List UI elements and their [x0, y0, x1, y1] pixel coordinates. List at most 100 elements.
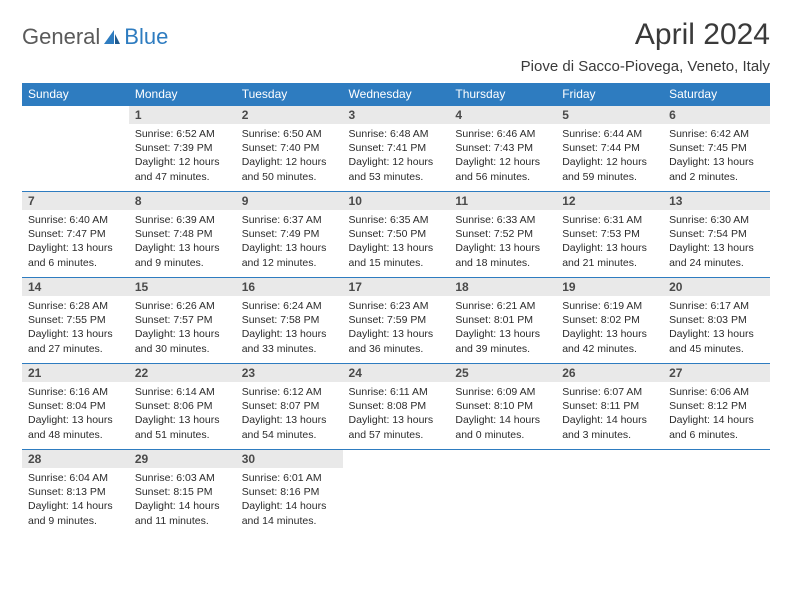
logo-sail-icon: [102, 28, 122, 46]
day-details: Sunrise: 6:01 AMSunset: 8:16 PMDaylight:…: [236, 468, 343, 534]
calendar-week-row: 14Sunrise: 6:28 AMSunset: 7:55 PMDayligh…: [22, 277, 770, 363]
day-number: 18: [449, 277, 556, 296]
day-number: 9: [236, 191, 343, 210]
calendar-cell: 12Sunrise: 6:31 AMSunset: 7:53 PMDayligh…: [556, 191, 663, 277]
calendar-cell: 9Sunrise: 6:37 AMSunset: 7:49 PMDaylight…: [236, 191, 343, 277]
day-number: 17: [343, 277, 450, 296]
day-number: 19: [556, 277, 663, 296]
weekday-header: Sunday: [22, 83, 129, 105]
day-number: [449, 449, 556, 468]
calendar-week-row: 1Sunrise: 6:52 AMSunset: 7:39 PMDaylight…: [22, 105, 770, 191]
day-number: 22: [129, 363, 236, 382]
day-details: Sunrise: 6:19 AMSunset: 8:02 PMDaylight:…: [556, 296, 663, 362]
calendar-cell: 2Sunrise: 6:50 AMSunset: 7:40 PMDaylight…: [236, 105, 343, 191]
day-details: Sunrise: 6:52 AMSunset: 7:39 PMDaylight:…: [129, 124, 236, 190]
day-number: 21: [22, 363, 129, 382]
calendar-table: SundayMondayTuesdayWednesdayThursdayFrid…: [22, 83, 770, 535]
day-number: 20: [663, 277, 770, 296]
calendar-cell: 14Sunrise: 6:28 AMSunset: 7:55 PMDayligh…: [22, 277, 129, 363]
calendar-cell: 11Sunrise: 6:33 AMSunset: 7:52 PMDayligh…: [449, 191, 556, 277]
day-number: 13: [663, 191, 770, 210]
calendar-week-row: 28Sunrise: 6:04 AMSunset: 8:13 PMDayligh…: [22, 449, 770, 535]
logo-text-general: General: [22, 24, 100, 50]
day-number: 26: [556, 363, 663, 382]
day-details: Sunrise: 6:11 AMSunset: 8:08 PMDaylight:…: [343, 382, 450, 448]
calendar-cell: 23Sunrise: 6:12 AMSunset: 8:07 PMDayligh…: [236, 363, 343, 449]
day-number: 12: [556, 191, 663, 210]
day-details: Sunrise: 6:28 AMSunset: 7:55 PMDaylight:…: [22, 296, 129, 362]
day-number: 24: [343, 363, 450, 382]
calendar-header-row: SundayMondayTuesdayWednesdayThursdayFrid…: [22, 83, 770, 105]
header: General Blue April 2024 Piove di Sacco-P…: [22, 18, 770, 75]
location: Piove di Sacco-Piovega, Veneto, Italy: [521, 58, 770, 75]
day-number: 16: [236, 277, 343, 296]
calendar-cell: [449, 449, 556, 535]
calendar-cell: 24Sunrise: 6:11 AMSunset: 8:08 PMDayligh…: [343, 363, 450, 449]
day-details: Sunrise: 6:33 AMSunset: 7:52 PMDaylight:…: [449, 210, 556, 276]
weekday-header: Tuesday: [236, 83, 343, 105]
day-details: Sunrise: 6:04 AMSunset: 8:13 PMDaylight:…: [22, 468, 129, 534]
calendar-week-row: 21Sunrise: 6:16 AMSunset: 8:04 PMDayligh…: [22, 363, 770, 449]
day-number: 6: [663, 105, 770, 124]
day-details: Sunrise: 6:12 AMSunset: 8:07 PMDaylight:…: [236, 382, 343, 448]
day-details: Sunrise: 6:23 AMSunset: 7:59 PMDaylight:…: [343, 296, 450, 362]
day-number: 25: [449, 363, 556, 382]
calendar-cell: 18Sunrise: 6:21 AMSunset: 8:01 PMDayligh…: [449, 277, 556, 363]
weekday-header: Friday: [556, 83, 663, 105]
day-number: [556, 449, 663, 468]
day-number: 30: [236, 449, 343, 468]
day-number: 10: [343, 191, 450, 210]
calendar-cell: 4Sunrise: 6:46 AMSunset: 7:43 PMDaylight…: [449, 105, 556, 191]
day-number: 7: [22, 191, 129, 210]
weekday-header: Saturday: [663, 83, 770, 105]
calendar-cell: 28Sunrise: 6:04 AMSunset: 8:13 PMDayligh…: [22, 449, 129, 535]
day-details: Sunrise: 6:44 AMSunset: 7:44 PMDaylight:…: [556, 124, 663, 190]
day-number: [663, 449, 770, 468]
month-title: April 2024: [521, 18, 770, 52]
calendar-cell: 20Sunrise: 6:17 AMSunset: 8:03 PMDayligh…: [663, 277, 770, 363]
weekday-header: Thursday: [449, 83, 556, 105]
day-details: Sunrise: 6:03 AMSunset: 8:15 PMDaylight:…: [129, 468, 236, 534]
day-details: Sunrise: 6:09 AMSunset: 8:10 PMDaylight:…: [449, 382, 556, 448]
calendar-cell: 27Sunrise: 6:06 AMSunset: 8:12 PMDayligh…: [663, 363, 770, 449]
day-details: Sunrise: 6:07 AMSunset: 8:11 PMDaylight:…: [556, 382, 663, 448]
day-details: Sunrise: 6:50 AMSunset: 7:40 PMDaylight:…: [236, 124, 343, 190]
calendar-cell: 5Sunrise: 6:44 AMSunset: 7:44 PMDaylight…: [556, 105, 663, 191]
day-number: 1: [129, 105, 236, 124]
title-block: April 2024 Piove di Sacco-Piovega, Venet…: [521, 18, 770, 75]
day-details: Sunrise: 6:37 AMSunset: 7:49 PMDaylight:…: [236, 210, 343, 276]
calendar-cell: 10Sunrise: 6:35 AMSunset: 7:50 PMDayligh…: [343, 191, 450, 277]
day-details: Sunrise: 6:17 AMSunset: 8:03 PMDaylight:…: [663, 296, 770, 362]
day-number: 8: [129, 191, 236, 210]
calendar-cell: 26Sunrise: 6:07 AMSunset: 8:11 PMDayligh…: [556, 363, 663, 449]
day-details: Sunrise: 6:24 AMSunset: 7:58 PMDaylight:…: [236, 296, 343, 362]
day-details: Sunrise: 6:16 AMSunset: 8:04 PMDaylight:…: [22, 382, 129, 448]
day-details: Sunrise: 6:26 AMSunset: 7:57 PMDaylight:…: [129, 296, 236, 362]
calendar-cell: 16Sunrise: 6:24 AMSunset: 7:58 PMDayligh…: [236, 277, 343, 363]
calendar-cell: 25Sunrise: 6:09 AMSunset: 8:10 PMDayligh…: [449, 363, 556, 449]
calendar-cell: 1Sunrise: 6:52 AMSunset: 7:39 PMDaylight…: [129, 105, 236, 191]
calendar-cell: 6Sunrise: 6:42 AMSunset: 7:45 PMDaylight…: [663, 105, 770, 191]
weekday-header: Wednesday: [343, 83, 450, 105]
calendar-cell: 15Sunrise: 6:26 AMSunset: 7:57 PMDayligh…: [129, 277, 236, 363]
day-details: Sunrise: 6:30 AMSunset: 7:54 PMDaylight:…: [663, 210, 770, 276]
calendar-cell: 30Sunrise: 6:01 AMSunset: 8:16 PMDayligh…: [236, 449, 343, 535]
day-number: 28: [22, 449, 129, 468]
calendar-cell: 29Sunrise: 6:03 AMSunset: 8:15 PMDayligh…: [129, 449, 236, 535]
calendar-cell: 13Sunrise: 6:30 AMSunset: 7:54 PMDayligh…: [663, 191, 770, 277]
day-details: Sunrise: 6:14 AMSunset: 8:06 PMDaylight:…: [129, 382, 236, 448]
calendar-cell: [663, 449, 770, 535]
calendar-cell: [343, 449, 450, 535]
day-details: Sunrise: 6:46 AMSunset: 7:43 PMDaylight:…: [449, 124, 556, 190]
day-details: Sunrise: 6:06 AMSunset: 8:12 PMDaylight:…: [663, 382, 770, 448]
day-number: 2: [236, 105, 343, 124]
calendar-cell: [22, 105, 129, 191]
day-number: 29: [129, 449, 236, 468]
calendar-cell: 21Sunrise: 6:16 AMSunset: 8:04 PMDayligh…: [22, 363, 129, 449]
calendar-cell: 7Sunrise: 6:40 AMSunset: 7:47 PMDaylight…: [22, 191, 129, 277]
day-details: Sunrise: 6:40 AMSunset: 7:47 PMDaylight:…: [22, 210, 129, 276]
weekday-header: Monday: [129, 83, 236, 105]
calendar-cell: 22Sunrise: 6:14 AMSunset: 8:06 PMDayligh…: [129, 363, 236, 449]
day-number: 27: [663, 363, 770, 382]
day-number: [343, 449, 450, 468]
